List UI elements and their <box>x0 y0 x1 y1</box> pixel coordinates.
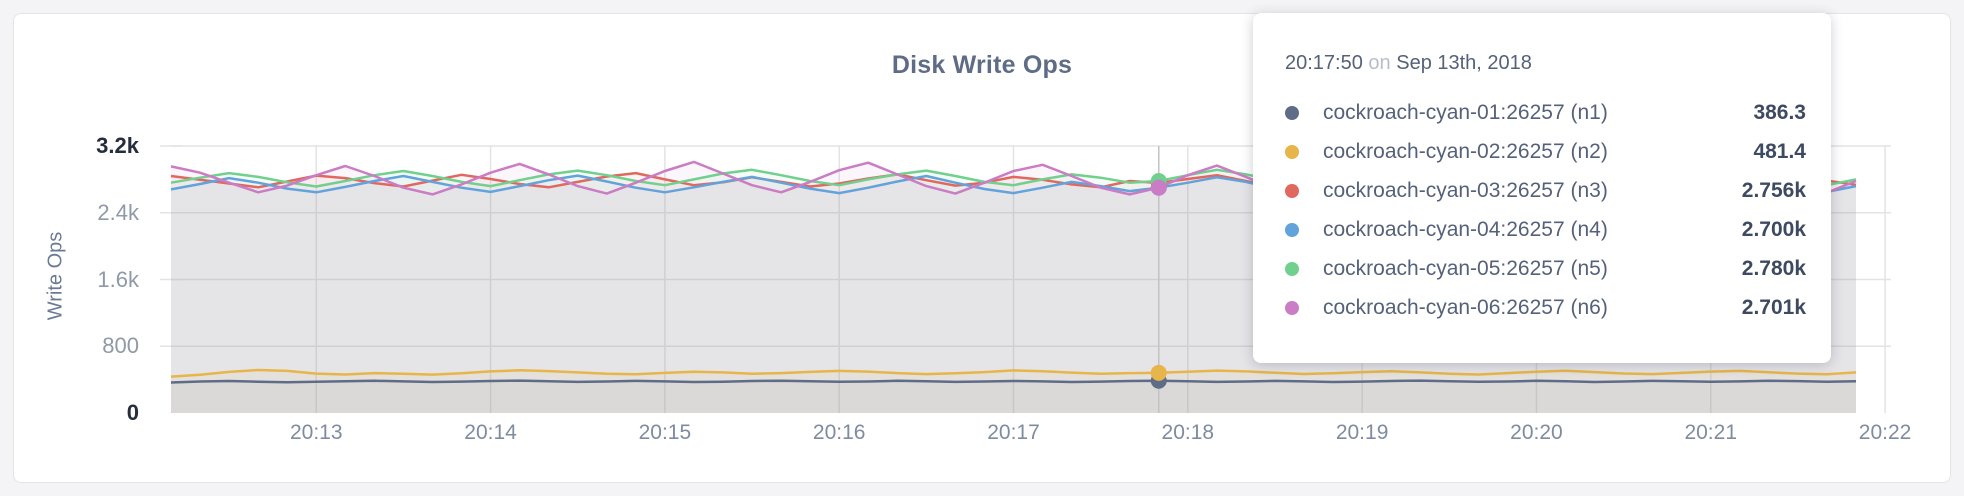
y-tick-label: 0 <box>126 400 139 425</box>
tooltip-date: Sep 13th, 2018 <box>1396 52 1532 74</box>
x-tick-label: 20:17 <box>987 421 1040 444</box>
hover-tooltip: 20:17:50 on Sep 13th, 2018 cockroach-cya… <box>1253 13 1831 363</box>
x-tick-label: 20:20 <box>1510 421 1563 444</box>
hover-point <box>1150 179 1167 196</box>
series-name: cockroach-cyan-06:26257 (n6) <box>1323 295 1608 319</box>
y-tick-label: 800 <box>102 333 139 359</box>
series-name: cockroach-cyan-04:26257 (n4) <box>1323 217 1608 241</box>
x-tick-label: 20:21 <box>1684 421 1738 444</box>
series-color-dot-icon <box>1285 261 1299 276</box>
series-value: 481.4 <box>1753 139 1806 163</box>
series-name: cockroach-cyan-01:26257 (n1) <box>1323 100 1608 124</box>
series-name: cockroach-cyan-02:26257 (n2) <box>1323 139 1608 163</box>
series-area <box>171 380 1856 413</box>
tooltip-row: cockroach-cyan-01:26257 (n1) 386.3 <box>1285 93 1806 132</box>
hover-point <box>1150 364 1167 381</box>
series-color-dot-icon <box>1285 183 1299 198</box>
tooltip-separator: on <box>1368 52 1391 74</box>
y-tick-label: 2.4k <box>97 199 139 225</box>
series-color-dot-icon <box>1285 222 1299 237</box>
series-color-dot-icon <box>1285 300 1299 315</box>
tooltip-row: cockroach-cyan-04:26257 (n4) 2.700k <box>1285 210 1806 249</box>
x-tick-label: 20:19 <box>1335 421 1389 444</box>
series-color-dot-icon <box>1285 144 1299 159</box>
tooltip-legend: cockroach-cyan-01:26257 (n1) 386.3 cockroa… <box>1285 93 1806 327</box>
series-line <box>170 379 1857 384</box>
series-value: 386.3 <box>1753 100 1806 124</box>
series-value: 2.700k <box>1741 217 1806 241</box>
tooltip-row: cockroach-cyan-03:26257 (n3) 2.756k <box>1285 171 1806 210</box>
x-tick-label: 20:13 <box>289 421 343 444</box>
y-tick-label: 3.2k <box>96 133 139 158</box>
x-tick-label: 20:22 <box>1858 421 1912 444</box>
x-tick-label: 20:16 <box>812 421 866 444</box>
series-value: 2.780k <box>1741 256 1806 280</box>
tooltip-row: cockroach-cyan-06:26257 (n6) 2.701k <box>1285 288 1806 327</box>
series-value: 2.701k <box>1741 295 1806 319</box>
x-tick-label: 20:14 <box>464 421 517 444</box>
x-tick-label: 20:18 <box>1161 421 1215 444</box>
tooltip-header: 20:17:50 on Sep 13th, 2018 <box>1285 53 1806 73</box>
series-color-dot-icon <box>1285 105 1299 120</box>
series-line <box>170 368 1857 378</box>
tooltip-row: cockroach-cyan-05:26257 (n5) 2.780k <box>1285 249 1806 288</box>
tooltip-row: cockroach-cyan-02:26257 (n2) 481.4 <box>1285 132 1806 171</box>
y-tick-label: 1.6k <box>97 266 139 292</box>
tooltip-time: 20:17:50 <box>1285 52 1363 74</box>
series-name: cockroach-cyan-03:26257 (n3) <box>1323 178 1608 202</box>
chart-card: Disk Write Ops Write Ops 0 800 1.6k 2.4k 3.2… <box>13 13 1951 483</box>
chart-title: Disk Write Ops <box>891 51 1073 79</box>
x-tick-label: 20:15 <box>638 421 692 444</box>
series-name: cockroach-cyan-05:26257 (n5) <box>1323 256 1608 280</box>
series-value: 2.756k <box>1741 178 1806 202</box>
